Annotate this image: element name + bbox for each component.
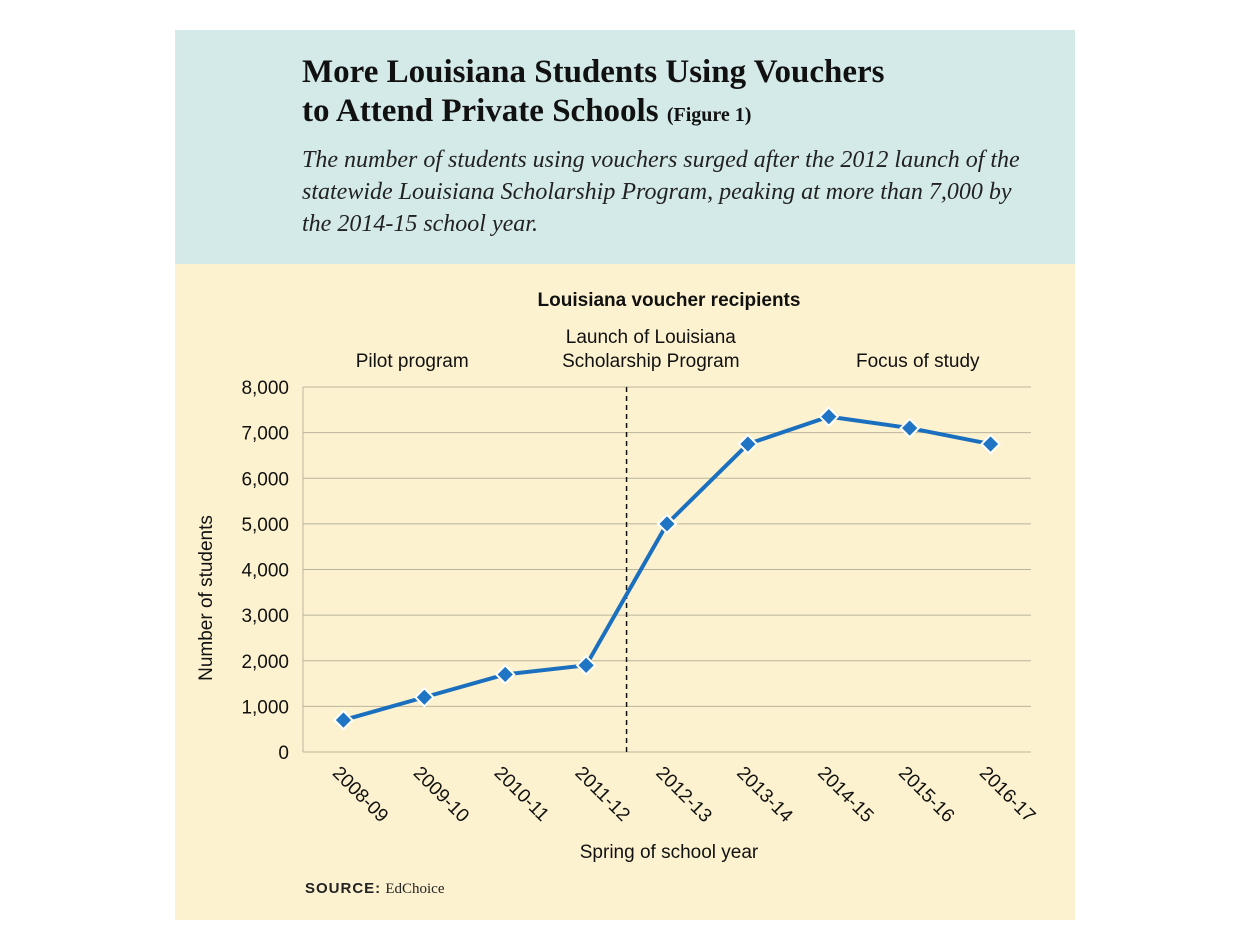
y-tick-label: 5,000 xyxy=(241,515,289,536)
data-point xyxy=(575,654,597,676)
y-tick-label: 6,000 xyxy=(241,469,289,490)
y-tick-label: 0 xyxy=(278,743,289,764)
x-axis-tick-labels: 2008-09 2009-10 2010-11 2011-12 2012-13 2013-… xyxy=(328,763,1039,827)
x-tick-label: 2015-16 xyxy=(894,763,958,827)
x-tick-label: 2012-13 xyxy=(651,763,715,827)
y-tick-label: 2,000 xyxy=(241,652,289,673)
grid-lines xyxy=(302,386,1031,753)
data-point xyxy=(494,664,516,685)
data-point xyxy=(333,709,354,731)
data-point xyxy=(818,406,840,428)
series-layer xyxy=(333,406,1001,731)
source-text: EdChoice xyxy=(385,881,445,897)
figure-label: (Figure 1) xyxy=(666,104,752,126)
annotation-label: Scholarship Program xyxy=(562,351,739,372)
annotation-label: Pilot program xyxy=(356,351,469,372)
series-line xyxy=(341,414,993,723)
line-chart: Louisiana voucher recipients Pilot progr… xyxy=(196,290,1039,863)
x-tick-label: 2008-09 xyxy=(328,763,392,827)
y-tick-label: 3,000 xyxy=(241,606,289,627)
title-line-2: to Attend Private Schools (Figure 1) xyxy=(302,93,751,130)
figure-header: More Louisiana Students Using Vouchers t… xyxy=(175,30,1075,264)
y-axis-label: Number of students xyxy=(196,515,217,681)
data-point xyxy=(899,417,921,439)
data-point xyxy=(656,513,678,535)
y-tick-label: 7,000 xyxy=(241,424,289,445)
annotations: Pilot program Launch of Louisiana Scholars… xyxy=(356,327,980,372)
y-tick-label: 8,000 xyxy=(241,378,289,399)
source-label: SOURCE: xyxy=(305,880,382,897)
y-axis-tick-labels: 0 1,000 2,000 3,000 4,000 5,000 6,000 7,000 8,00… xyxy=(241,378,289,764)
title-line-1: More Louisiana Students Using Vouchers xyxy=(302,54,885,90)
data-point xyxy=(737,433,759,455)
x-tick-label: 2013-14 xyxy=(732,763,796,827)
x-axis-label: Spring of school year xyxy=(580,842,759,863)
annotation-label: Focus of study xyxy=(856,351,980,372)
source-note: SOURCE: EdChoice xyxy=(305,880,445,898)
y-tick-label: 1,000 xyxy=(241,697,289,718)
figure-subtitle: The number of students using vouchers su… xyxy=(302,147,1020,237)
x-tick-label: 2010-11 xyxy=(490,763,553,826)
data-point xyxy=(413,686,435,708)
figure-panel: More Louisiana Students Using Vouchers t… xyxy=(175,30,1075,920)
y-tick-label: 4,000 xyxy=(241,561,289,582)
x-tick-label: 2016-17 xyxy=(975,763,1039,827)
annotation-label: Launch of Louisiana xyxy=(566,327,737,348)
x-tick-label: 2009-10 xyxy=(409,763,473,827)
x-tick-label: 2011-12 xyxy=(571,763,634,826)
chart-title: Louisiana voucher recipients xyxy=(538,290,801,311)
data-point xyxy=(980,433,1001,455)
x-tick-label: 2014-15 xyxy=(813,763,877,827)
title-line-2-text: to Attend Private Schools xyxy=(302,93,659,129)
